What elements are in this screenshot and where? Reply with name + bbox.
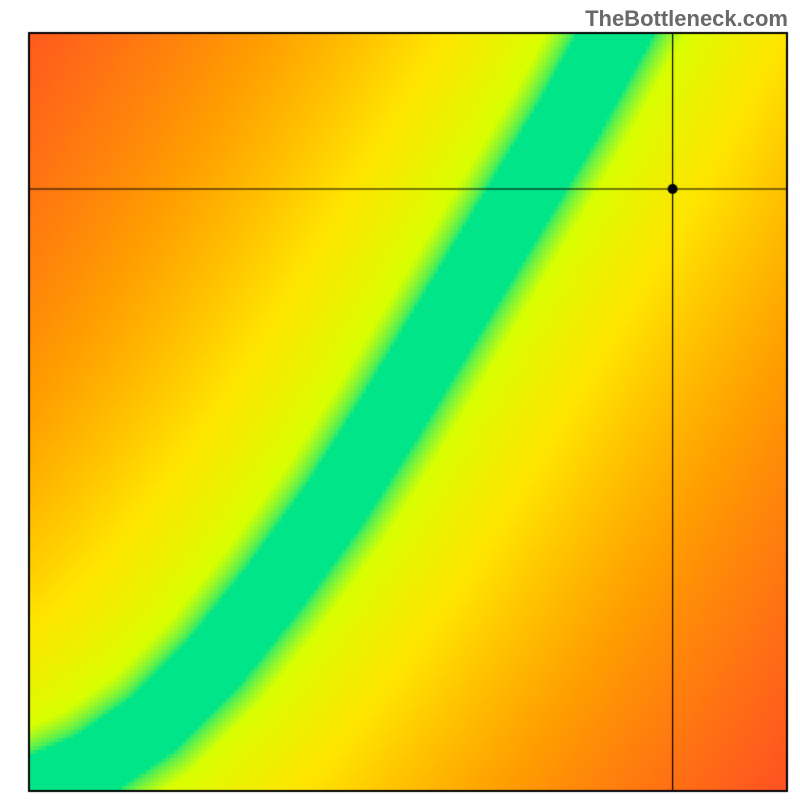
heatmap-canvas: [0, 0, 800, 800]
bottleneck-chart-container: TheBottleneck.com: [0, 0, 800, 800]
watermark-text: TheBottleneck.com: [585, 6, 788, 32]
